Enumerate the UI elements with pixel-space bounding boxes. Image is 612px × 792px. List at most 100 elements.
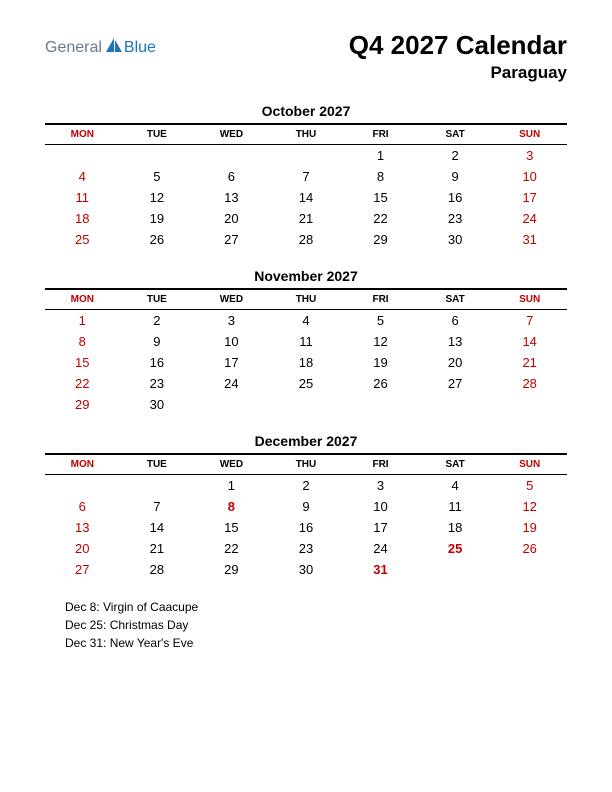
calendar-cell: 12 [120, 187, 195, 208]
calendar-cell [418, 559, 493, 580]
calendar-cell: 30 [418, 229, 493, 250]
calendar-cell: 7 [492, 310, 567, 332]
calendar-cell: 7 [120, 496, 195, 517]
calendar-row: 18192021222324 [45, 208, 567, 229]
calendar-cell: 29 [343, 229, 418, 250]
calendar-cell: 2 [120, 310, 195, 332]
logo: General Blue [45, 36, 156, 59]
calendar-cell: 5 [343, 310, 418, 332]
calendar-cell: 14 [492, 331, 567, 352]
calendar-cell: 19 [343, 352, 418, 373]
calendar-cell: 4 [269, 310, 344, 332]
calendar-cell: 20 [418, 352, 493, 373]
calendar-cell: 1 [343, 145, 418, 167]
calendar-cell: 15 [45, 352, 120, 373]
calendar-cell: 30 [120, 394, 195, 415]
holiday-notes: Dec 8: Virgin of CaacupeDec 25: Christma… [65, 598, 567, 652]
calendar-cell: 6 [194, 166, 269, 187]
holiday-note: Dec 8: Virgin of Caacupe [65, 598, 567, 616]
calendar-cell: 29 [45, 394, 120, 415]
day-header: WED [194, 289, 269, 310]
day-header: FRI [343, 454, 418, 475]
calendar-row: 1234567 [45, 310, 567, 332]
calendar-cell: 7 [269, 166, 344, 187]
calendar-cell: 22 [194, 538, 269, 559]
calendar-cell: 23 [120, 373, 195, 394]
calendar-cell: 6 [418, 310, 493, 332]
calendar-cell: 8 [194, 496, 269, 517]
day-header: TUE [120, 454, 195, 475]
calendar-row: 13141516171819 [45, 517, 567, 538]
day-header: TUE [120, 289, 195, 310]
calendar-cell: 27 [194, 229, 269, 250]
calendar-cell [120, 475, 195, 497]
calendar-cell: 25 [418, 538, 493, 559]
calendar-cell [120, 145, 195, 167]
logo-text-general: General [45, 39, 102, 57]
month-block: November 2027MONTUEWEDTHUFRISATSUN123456… [45, 268, 567, 415]
header: General Blue Q4 2027 Calendar Paraguay [45, 30, 567, 83]
calendar-cell: 26 [120, 229, 195, 250]
calendar-cell: 31 [343, 559, 418, 580]
day-header: SAT [418, 124, 493, 145]
calendar-row: 45678910 [45, 166, 567, 187]
calendar-cell: 2 [418, 145, 493, 167]
calendar-row: 891011121314 [45, 331, 567, 352]
calendar-table: MONTUEWEDTHUFRISATSUN1234567891011121314… [45, 288, 567, 415]
sail-icon [104, 36, 124, 59]
day-header: SUN [492, 289, 567, 310]
calendar-cell: 23 [418, 208, 493, 229]
holiday-note: Dec 25: Christmas Day [65, 616, 567, 634]
calendar-cell: 2 [269, 475, 344, 497]
calendar-cell: 3 [492, 145, 567, 167]
day-header: THU [269, 289, 344, 310]
title-block: Q4 2027 Calendar Paraguay [349, 30, 567, 83]
calendar-cell: 11 [418, 496, 493, 517]
calendar-cell: 1 [194, 475, 269, 497]
calendar-cell: 11 [45, 187, 120, 208]
calendar-cell: 11 [269, 331, 344, 352]
calendar-cell: 28 [269, 229, 344, 250]
calendar-cell: 29 [194, 559, 269, 580]
day-header: SUN [492, 124, 567, 145]
calendar-cell: 25 [45, 229, 120, 250]
months-container: October 2027MONTUEWEDTHUFRISATSUN1234567… [45, 103, 567, 580]
calendar-cell: 21 [269, 208, 344, 229]
calendar-cell: 26 [492, 538, 567, 559]
calendar-cell: 27 [418, 373, 493, 394]
calendar-row: 15161718192021 [45, 352, 567, 373]
calendar-row: 6789101112 [45, 496, 567, 517]
calendar-cell: 28 [492, 373, 567, 394]
calendar-cell: 30 [269, 559, 344, 580]
calendar-cell: 10 [343, 496, 418, 517]
day-header: SAT [418, 289, 493, 310]
calendar-cell: 10 [194, 331, 269, 352]
calendar-cell: 31 [492, 229, 567, 250]
month-block: October 2027MONTUEWEDTHUFRISATSUN1234567… [45, 103, 567, 250]
calendar-cell: 5 [120, 166, 195, 187]
calendar-cell: 13 [418, 331, 493, 352]
calendar-cell: 19 [120, 208, 195, 229]
day-header: WED [194, 124, 269, 145]
calendar-row: 11121314151617 [45, 187, 567, 208]
calendar-cell: 24 [194, 373, 269, 394]
calendar-cell [492, 394, 567, 415]
calendar-cell: 16 [418, 187, 493, 208]
calendar-cell: 24 [343, 538, 418, 559]
calendar-cell: 17 [492, 187, 567, 208]
calendar-row: 20212223242526 [45, 538, 567, 559]
calendar-cell: 8 [343, 166, 418, 187]
calendar-cell: 20 [194, 208, 269, 229]
day-header: MON [45, 124, 120, 145]
month-block: December 2027MONTUEWEDTHUFRISATSUN123456… [45, 433, 567, 580]
day-header: WED [194, 454, 269, 475]
calendar-cell: 12 [492, 496, 567, 517]
calendar-cell: 18 [418, 517, 493, 538]
day-header: SUN [492, 454, 567, 475]
month-title: November 2027 [45, 268, 567, 284]
calendar-cell [45, 475, 120, 497]
calendar-cell [269, 145, 344, 167]
calendar-cell: 12 [343, 331, 418, 352]
calendar-cell: 13 [45, 517, 120, 538]
calendar-cell: 22 [343, 208, 418, 229]
